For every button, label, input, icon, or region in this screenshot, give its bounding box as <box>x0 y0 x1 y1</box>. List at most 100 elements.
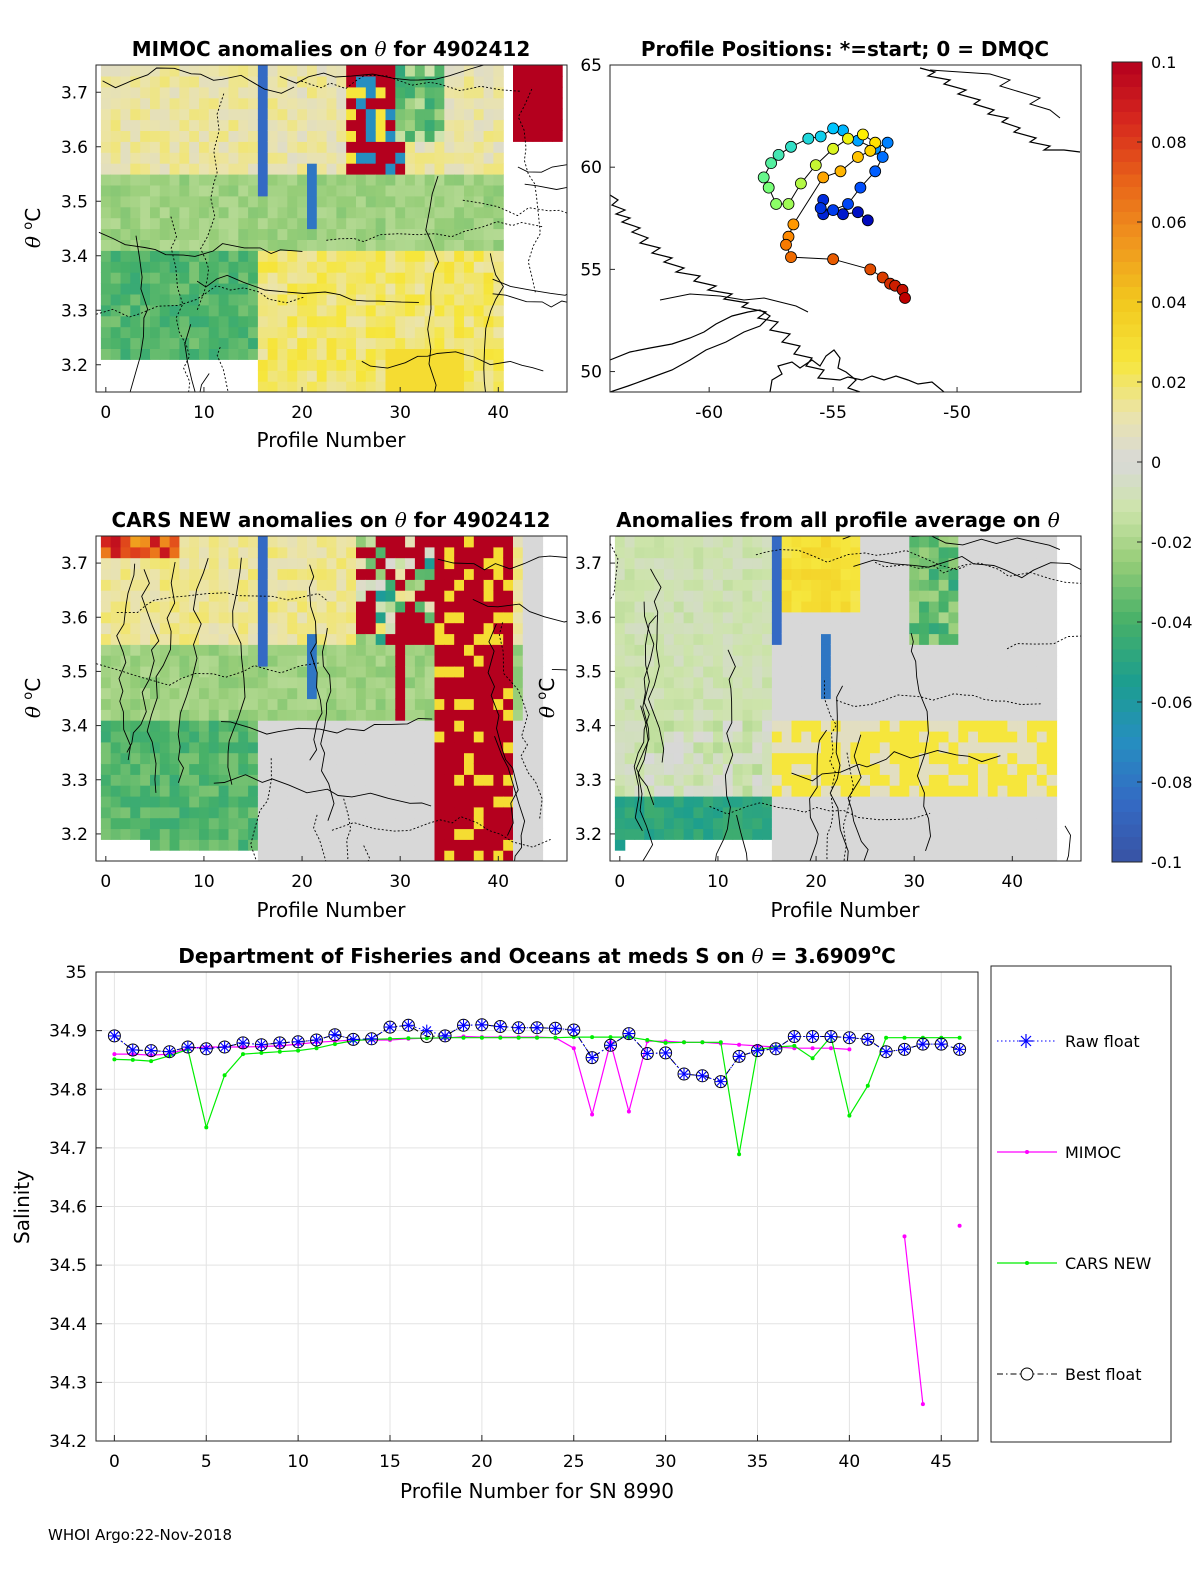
point-mimoc <box>829 1046 833 1051</box>
heat-cell <box>130 644 141 656</box>
heat-cell <box>287 611 298 624</box>
heat-cell <box>356 785 367 797</box>
heat-cell <box>870 850 881 861</box>
heat-cell <box>889 796 901 808</box>
heat-cell <box>159 250 171 262</box>
heat-cell <box>840 752 851 765</box>
heat-cell <box>130 304 141 317</box>
y-tick-label: 3.2 <box>575 825 602 845</box>
x-tick-label: 0 <box>109 1452 120 1472</box>
heat-cell <box>169 130 180 142</box>
heat-cell <box>870 752 881 765</box>
heat-cell <box>395 370 406 382</box>
heat-cell <box>356 611 367 624</box>
heat-cell <box>1007 763 1018 775</box>
heat-cell <box>522 557 534 570</box>
heat-cell <box>493 611 504 624</box>
heat-cell <box>683 666 694 678</box>
heat-cell <box>199 304 210 317</box>
heat-cell <box>179 579 190 591</box>
heat-cell <box>909 785 920 797</box>
heat-cell <box>287 359 298 371</box>
heat-cell <box>385 283 396 295</box>
heat-cell <box>365 763 377 775</box>
heat-cell <box>228 785 239 797</box>
heat-cell <box>159 796 171 808</box>
heat-cell <box>1017 546 1028 559</box>
heat-cell <box>277 370 288 382</box>
heat-cell <box>326 250 337 262</box>
heat-cell <box>218 644 230 656</box>
heat-cell <box>385 239 396 251</box>
heat-cell <box>267 828 279 840</box>
heat-cell <box>218 633 230 645</box>
heat-cell <box>752 579 763 591</box>
heat-cell <box>889 579 901 591</box>
heat-cell <box>444 206 455 219</box>
heat-cell <box>968 601 979 613</box>
heat-cell <box>473 163 485 175</box>
heat-cell <box>987 579 999 591</box>
heat-cell <box>513 108 524 121</box>
heat-cell <box>208 326 220 339</box>
heat-cell <box>385 839 396 851</box>
heat-cell <box>297 130 308 142</box>
heat-cell <box>664 741 675 754</box>
heat-cell <box>297 283 308 295</box>
heat-cell <box>978 817 989 830</box>
heat-cell <box>1046 687 1058 700</box>
heat-cell <box>781 611 793 624</box>
heat-cell <box>218 86 230 99</box>
heat-cell <box>110 666 122 678</box>
heat-cell <box>978 796 989 808</box>
heat-cell <box>483 239 494 251</box>
heat-cell <box>267 315 279 328</box>
heat-cell <box>140 536 151 548</box>
heat-cell <box>395 250 406 262</box>
heat-cell <box>664 828 675 840</box>
heat-cell <box>830 676 842 689</box>
heat-cell <box>218 546 230 559</box>
heat-cell <box>385 326 396 339</box>
heat-cell <box>860 785 871 797</box>
heat-cell <box>316 590 328 602</box>
heat-cell <box>150 163 161 175</box>
heat-cell <box>1027 806 1038 819</box>
track-point <box>827 122 839 135</box>
heat-cell <box>405 731 416 743</box>
heat-cell <box>326 370 337 382</box>
heat-cell <box>614 709 626 721</box>
heat-cell <box>297 828 308 840</box>
heat-cell <box>948 568 959 580</box>
heat-cell <box>801 741 812 754</box>
heat-cell <box>624 828 636 840</box>
heat-cell <box>683 557 694 570</box>
heat-cell <box>189 108 200 121</box>
heat-cell <box>781 644 793 656</box>
heat-cell <box>199 65 210 77</box>
heat-cell <box>978 611 989 624</box>
heat-cell <box>267 195 279 208</box>
heat-cell <box>140 817 151 830</box>
heat-cell <box>140 304 151 317</box>
heat-cell <box>444 75 455 88</box>
heat-cell <box>791 785 802 797</box>
heat-cell <box>100 206 112 219</box>
heat-cell <box>159 293 171 306</box>
heat-cell <box>346 348 357 360</box>
heat-cell <box>532 568 544 580</box>
heat-cell <box>1046 720 1058 732</box>
heat-cell <box>336 195 347 208</box>
heat-cell <box>444 108 455 121</box>
heat-cell <box>473 119 485 131</box>
heat-cell <box>100 272 112 284</box>
heat-cell <box>879 687 891 700</box>
heat-cell <box>493 546 504 559</box>
heat-cell <box>424 720 436 732</box>
point-raw-float <box>751 1044 764 1057</box>
heat-cell <box>968 774 979 786</box>
heat-cell <box>454 315 465 328</box>
heat-cell <box>464 283 475 295</box>
heat-cell <box>503 601 514 613</box>
heat-cell <box>277 590 288 602</box>
